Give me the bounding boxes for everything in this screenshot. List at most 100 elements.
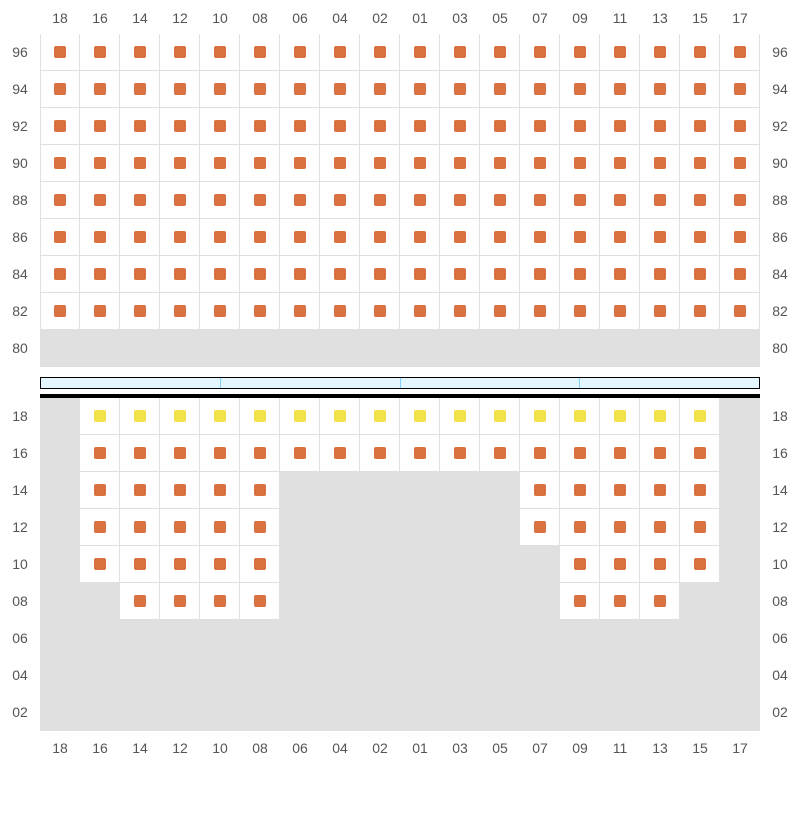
seat-cell[interactable] — [120, 34, 160, 71]
seat-cell[interactable] — [200, 293, 240, 330]
seat-cell[interactable] — [600, 509, 640, 546]
seat-cell[interactable] — [240, 182, 280, 219]
seat-cell[interactable] — [640, 546, 680, 583]
seat-cell[interactable] — [200, 219, 240, 256]
seat-cell[interactable] — [560, 219, 600, 256]
seat-cell[interactable] — [160, 546, 200, 583]
seat-cell[interactable] — [640, 145, 680, 182]
seat-cell[interactable] — [240, 435, 280, 472]
seat-cell[interactable] — [360, 435, 400, 472]
seat-cell[interactable] — [560, 509, 600, 546]
seat-cell[interactable] — [200, 435, 240, 472]
seat-cell[interactable] — [240, 472, 280, 509]
seat-cell[interactable] — [240, 398, 280, 435]
seat-cell[interactable] — [360, 293, 400, 330]
seat-cell[interactable] — [520, 293, 560, 330]
seat-cell[interactable] — [360, 145, 400, 182]
seat-cell[interactable] — [120, 546, 160, 583]
seat-cell[interactable] — [640, 256, 680, 293]
seat-cell[interactable] — [680, 256, 720, 293]
seat-cell[interactable] — [360, 71, 400, 108]
seat-cell[interactable] — [40, 293, 80, 330]
seat-cell[interactable] — [520, 472, 560, 509]
seat-cell[interactable] — [680, 182, 720, 219]
seat-cell[interactable] — [400, 108, 440, 145]
seat-cell[interactable] — [440, 34, 480, 71]
seat-cell[interactable] — [440, 219, 480, 256]
seat-cell[interactable] — [520, 509, 560, 546]
seat-cell[interactable] — [160, 472, 200, 509]
seat-cell[interactable] — [520, 34, 560, 71]
seat-cell[interactable] — [520, 219, 560, 256]
seat-cell[interactable] — [440, 435, 480, 472]
seat-cell[interactable] — [640, 435, 680, 472]
seat-cell[interactable] — [160, 583, 200, 620]
seat-cell[interactable] — [720, 34, 760, 71]
seat-cell[interactable] — [600, 182, 640, 219]
seat-cell[interactable] — [120, 71, 160, 108]
seat-cell[interactable] — [160, 256, 200, 293]
seat-cell[interactable] — [120, 256, 160, 293]
seat-cell[interactable] — [480, 435, 520, 472]
seat-cell[interactable] — [80, 145, 120, 182]
seat-cell[interactable] — [40, 145, 80, 182]
seat-cell[interactable] — [600, 145, 640, 182]
seat-cell[interactable] — [80, 546, 120, 583]
seat-cell[interactable] — [560, 182, 600, 219]
seat-cell[interactable] — [280, 145, 320, 182]
seat-cell[interactable] — [160, 182, 200, 219]
seat-cell[interactable] — [400, 71, 440, 108]
seat-cell[interactable] — [720, 256, 760, 293]
seat-cell[interactable] — [280, 34, 320, 71]
seat-cell[interactable] — [40, 108, 80, 145]
seat-cell[interactable] — [280, 108, 320, 145]
seat-cell[interactable] — [120, 182, 160, 219]
seat-cell[interactable] — [400, 182, 440, 219]
seat-cell[interactable] — [240, 583, 280, 620]
seat-cell[interactable] — [280, 398, 320, 435]
seat-cell[interactable] — [680, 509, 720, 546]
seat-cell[interactable] — [360, 34, 400, 71]
seat-cell[interactable] — [520, 145, 560, 182]
seat-cell[interactable] — [480, 71, 520, 108]
seat-cell[interactable] — [320, 182, 360, 219]
seat-cell[interactable] — [600, 583, 640, 620]
seat-cell[interactable] — [80, 256, 120, 293]
seat-cell[interactable] — [160, 435, 200, 472]
seat-cell[interactable] — [200, 398, 240, 435]
seat-cell[interactable] — [680, 108, 720, 145]
seat-cell[interactable] — [120, 108, 160, 145]
seat-cell[interactable] — [680, 435, 720, 472]
seat-cell[interactable] — [400, 435, 440, 472]
seat-cell[interactable] — [720, 108, 760, 145]
seat-cell[interactable] — [520, 256, 560, 293]
seat-cell[interactable] — [440, 256, 480, 293]
seat-cell[interactable] — [240, 256, 280, 293]
seat-cell[interactable] — [200, 145, 240, 182]
seat-cell[interactable] — [120, 472, 160, 509]
seat-cell[interactable] — [200, 472, 240, 509]
seat-cell[interactable] — [80, 435, 120, 472]
seat-cell[interactable] — [400, 293, 440, 330]
seat-cell[interactable] — [160, 34, 200, 71]
seat-cell[interactable] — [40, 219, 80, 256]
seat-cell[interactable] — [80, 71, 120, 108]
seat-cell[interactable] — [280, 219, 320, 256]
seat-cell[interactable] — [600, 546, 640, 583]
seat-cell[interactable] — [720, 145, 760, 182]
seat-cell[interactable] — [560, 472, 600, 509]
seat-cell[interactable] — [600, 398, 640, 435]
seat-cell[interactable] — [200, 71, 240, 108]
seat-cell[interactable] — [280, 435, 320, 472]
seat-cell[interactable] — [640, 219, 680, 256]
seat-cell[interactable] — [320, 219, 360, 256]
seat-cell[interactable] — [240, 71, 280, 108]
seat-cell[interactable] — [240, 34, 280, 71]
seat-cell[interactable] — [240, 219, 280, 256]
seat-cell[interactable] — [160, 219, 200, 256]
seat-cell[interactable] — [120, 145, 160, 182]
seat-cell[interactable] — [640, 108, 680, 145]
seat-cell[interactable] — [480, 398, 520, 435]
seat-cell[interactable] — [680, 398, 720, 435]
seat-cell[interactable] — [680, 34, 720, 71]
